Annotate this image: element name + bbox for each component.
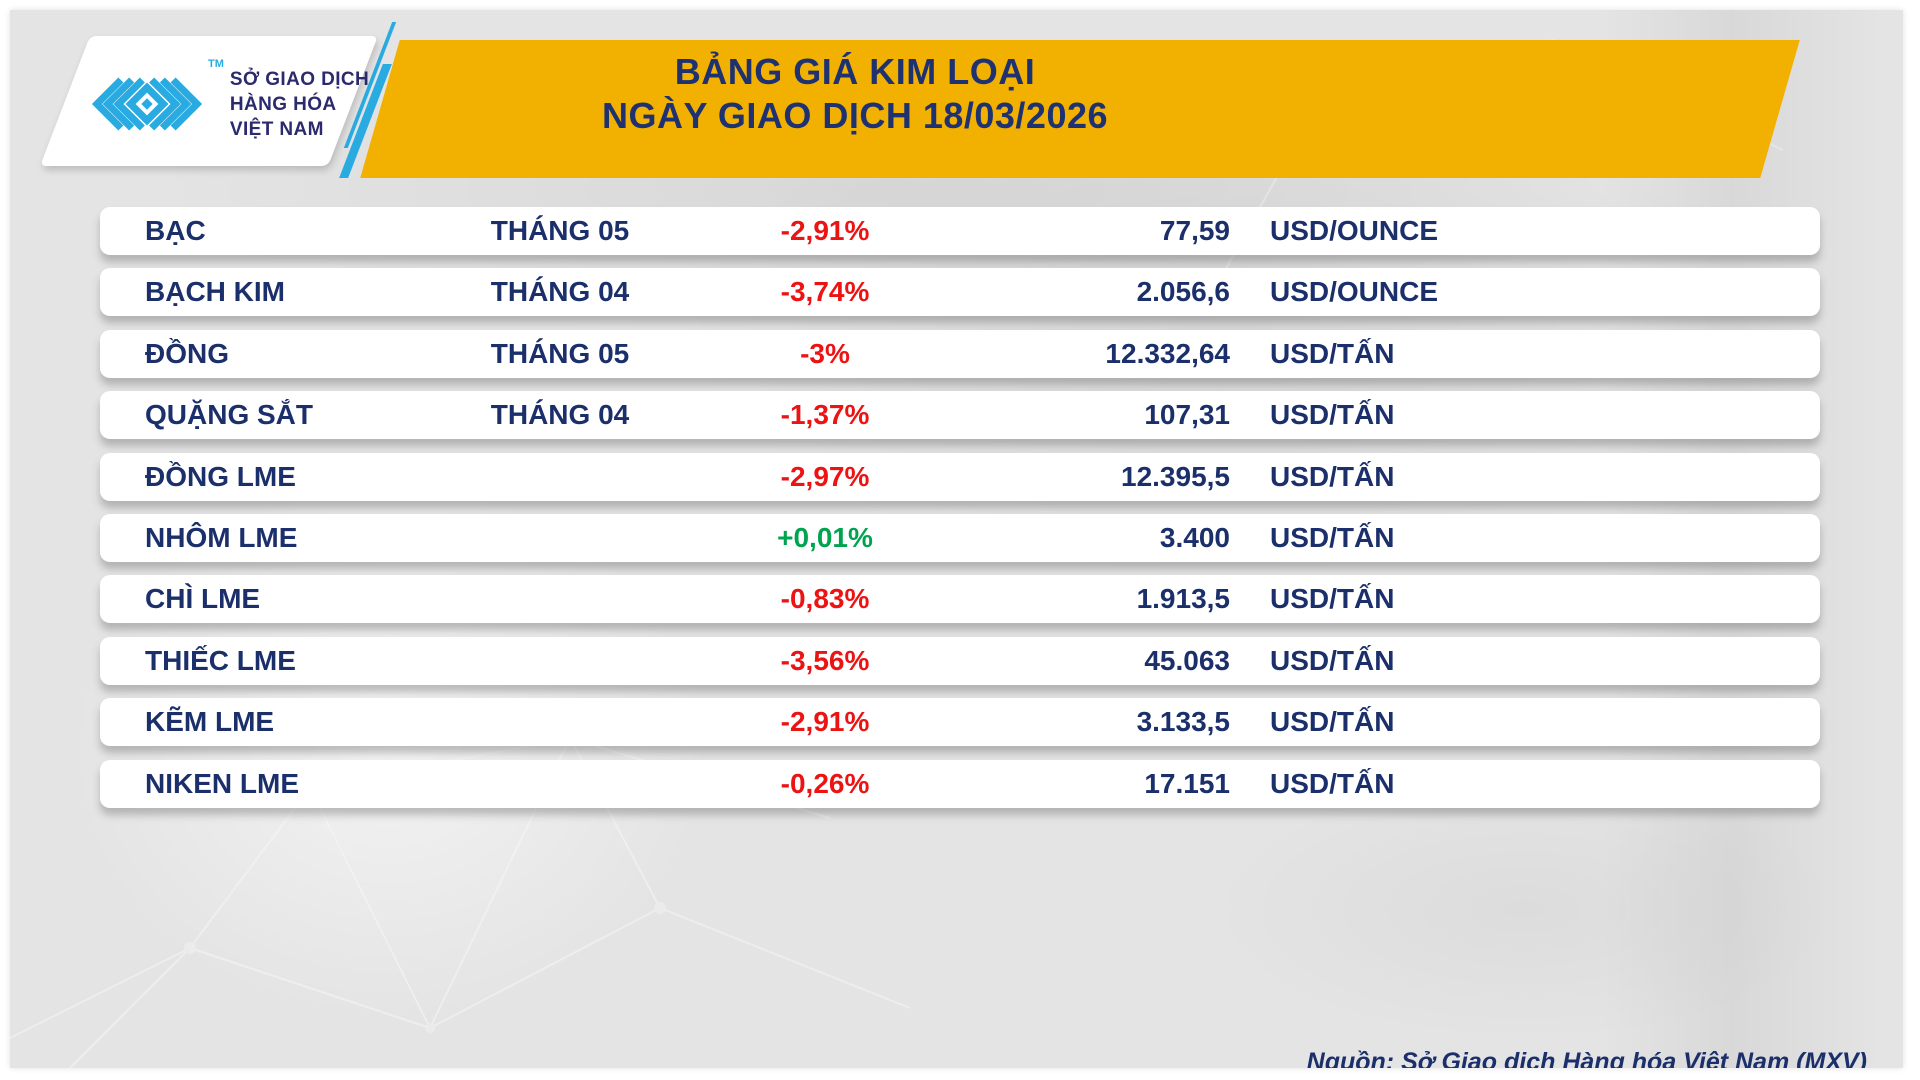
page-title-line1: BẢNG GIÁ KIM LOẠI	[674, 51, 1036, 92]
contract-month: THÁNG 05	[490, 337, 630, 369]
price-value: 17.151	[1144, 767, 1230, 799]
company-name-line: SỞ GIAO DỊCH	[229, 68, 370, 90]
page-title-line2: NGÀY GIAO DỊCH 18/03/2026	[601, 95, 1109, 136]
percent-change: -1,37%	[780, 399, 870, 431]
price-unit: USD/TẤN	[1270, 399, 1395, 431]
table-row: BẠCH KIM THÁNG 04 -3,74% 2.056,6 USD/OUN…	[100, 268, 1820, 317]
price-unit: USD/OUNCE	[1270, 276, 1439, 308]
commodity-name: KẼM LME	[145, 706, 275, 738]
price-value: 77,59	[1159, 215, 1230, 246]
price-unit: USD/TẤN	[1270, 460, 1395, 492]
table-row: NHÔM LME +0,01% 3.400 USD/TẤN	[100, 513, 1820, 562]
percent-change: -3,74%	[780, 276, 870, 308]
contract-month: THÁNG 05	[490, 215, 630, 246]
price-value: 1.913,5	[1136, 583, 1230, 615]
company-name: SỞ GIAO DỊCH HÀNG HÓA VIỆT NAM	[230, 67, 369, 142]
commodity-name: NIKEN LME	[145, 767, 299, 799]
table-row: QUẶNG SẮT THÁNG 04 -1,37% 107,31 USD/TẤN	[100, 391, 1820, 440]
percent-change: -2,91%	[780, 706, 870, 738]
contract-month: THÁNG 04	[490, 276, 630, 308]
price-value: 3.133,5	[1136, 706, 1230, 738]
price-table: BẠC THÁNG 05 -2,91% 77,59 USD/OUNCE BẠCH…	[100, 207, 1820, 808]
page-title: BẢNG GIÁ KIM LOẠI NGÀY GIAO DỊCH 18/03/2…	[530, 50, 1180, 138]
price-unit: USD/TẤN	[1270, 706, 1395, 738]
commodity-name: THIẾC LME	[145, 644, 296, 676]
mxv-logo-icon	[91, 77, 203, 131]
price-unit: USD/TẤN	[1270, 767, 1395, 799]
commodity-name: ĐỒNG	[145, 337, 229, 369]
table-row: NIKEN LME -0,26% 17.151 USD/TẤN	[100, 759, 1820, 808]
percent-change: -0,83%	[780, 583, 870, 615]
price-value: 45.063	[1144, 644, 1230, 676]
percent-change: -2,97%	[780, 460, 870, 492]
background-panel: TM SỞ GIAO DỊCH HÀNG HÓA VIỆT NAM BẢNG G…	[10, 10, 1903, 1068]
commodity-name: BẠCH KIM	[145, 276, 285, 308]
table-row: CHÌ LME -0,83% 1.913,5 USD/TẤN	[100, 575, 1820, 624]
price-value: 12.332,64	[1105, 337, 1230, 369]
table-row: ĐỒNG LME -2,97% 12.395,5 USD/TẤN	[100, 452, 1820, 501]
commodity-name: QUẶNG SẮT	[145, 399, 313, 431]
table-row: KẼM LME -2,91% 3.133,5 USD/TẤN	[100, 698, 1820, 747]
price-unit: USD/TẤN	[1270, 583, 1395, 615]
percent-change: +0,01%	[777, 521, 873, 553]
company-name-line: VIỆT NAM	[229, 118, 324, 140]
price-unit: USD/TẤN	[1270, 337, 1395, 369]
percent-change: -3%	[800, 337, 850, 369]
percent-change: -3,56%	[780, 644, 870, 676]
price-unit: USD/TẤN	[1270, 644, 1395, 676]
commodity-name: ĐỒNG LME	[145, 460, 296, 492]
source-note: Nguồn: Sở Giao dịch Hàng hóa Việt Nam (M…	[1306, 1048, 1867, 1068]
commodity-name: NHÔM LME	[145, 521, 298, 553]
trademark-symbol: TM	[208, 58, 224, 70]
percent-change: -2,91%	[780, 215, 870, 246]
contract-month: THÁNG 04	[490, 399, 630, 431]
mxv-logo: TM SỞ GIAO DỊCH HÀNG HÓA VIỆT NAM	[88, 56, 369, 152]
percent-change: -0,26%	[780, 767, 870, 799]
price-unit: USD/TẤN	[1270, 521, 1395, 553]
commodity-name: BẠC	[145, 215, 206, 246]
table-row: BẠC THÁNG 05 -2,91% 77,59 USD/OUNCE	[100, 207, 1820, 255]
table-row: ĐỒNG THÁNG 05 -3% 12.332,64 USD/TẤN	[100, 329, 1820, 378]
price-unit: USD/OUNCE	[1270, 215, 1439, 246]
price-value: 3.400	[1159, 521, 1230, 553]
company-name-line: HÀNG HÓA	[229, 93, 337, 115]
price-value: 107,31	[1144, 399, 1230, 431]
price-value: 12.395,5	[1121, 460, 1230, 492]
table-row: THIẾC LME -3,56% 45.063 USD/TẤN	[100, 636, 1820, 685]
price-value: 2.056,6	[1136, 276, 1230, 308]
commodity-name: CHÌ LME	[145, 583, 261, 615]
